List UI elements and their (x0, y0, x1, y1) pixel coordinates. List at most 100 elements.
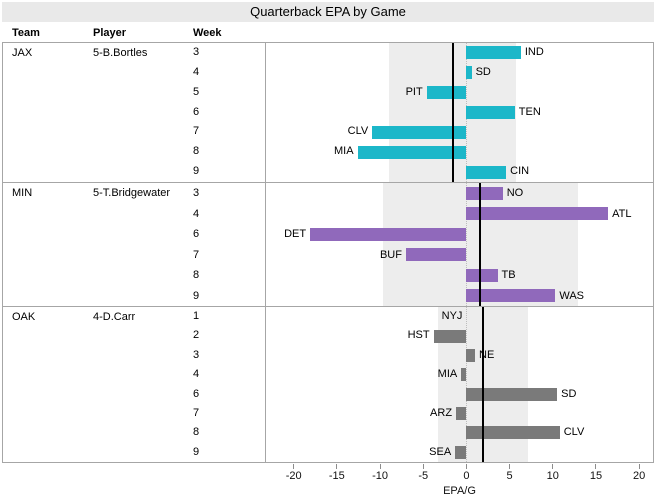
opponent-label: SD (561, 387, 577, 400)
x-axis: -20 -15 -10 -5 0 5 10 15 20 (266, 464, 653, 498)
panel-MIN: MIN 5-T.Bridgewater 3 4 6 7 8 9 NO ATL DET BUF TB WAS (3, 183, 653, 307)
axis-tick (336, 464, 338, 469)
opponent-label: HST (407, 329, 430, 342)
epa-bar (456, 407, 467, 421)
epa-bar (466, 186, 503, 200)
epa-bar (466, 348, 476, 362)
column-header-team: Team (12, 27, 40, 39)
axis-tick-label: 15 (589, 470, 603, 482)
opponent-label: PIT (405, 85, 423, 98)
opponent-label: ARZ (430, 406, 453, 419)
epa-bar (357, 145, 467, 159)
team-label: OAK (12, 311, 36, 323)
epa-bar (455, 445, 467, 459)
chart-title-bar: Quarterback EPA by Game (2, 2, 654, 22)
opponent-label: IND (524, 46, 544, 58)
week-label: 8 (193, 269, 200, 281)
week-label: 8 (193, 426, 200, 439)
week-label: 4 (193, 65, 200, 78)
opponent-label: CLV (347, 125, 369, 138)
week-label: 7 (193, 406, 200, 419)
opponent-label: BUF (379, 248, 402, 261)
axis-tick-label: -10 (372, 470, 388, 482)
column-header-week: Week (193, 27, 222, 39)
week-label: 2 (193, 329, 200, 342)
week-label: 9 (193, 445, 200, 458)
panel-JAX: JAX 5-B.Bortles 3 4 5 6 7 8 9 IND SD PIT TEN CLV MIA CI… (3, 43, 653, 183)
week-label: 9 (193, 289, 200, 302)
week-label: 3 (193, 46, 200, 58)
epa-bar (433, 329, 467, 343)
opponent-label: NO (506, 187, 524, 199)
axis-tick (465, 464, 467, 469)
axis-tick-label: -20 (285, 470, 302, 482)
axis-tick-label: 10 (546, 470, 559, 482)
week-label: 5 (193, 85, 200, 98)
zero-line (466, 307, 468, 462)
week-label: 3 (193, 187, 200, 199)
mean-line (481, 307, 484, 462)
zero-line (466, 183, 468, 306)
mean-line (451, 43, 454, 182)
epa-bar (466, 387, 558, 401)
axis-tick-label: -5 (418, 470, 429, 482)
axis-tick-label: 5 (506, 470, 513, 482)
epa-bar (466, 46, 521, 60)
axis-tick (509, 464, 511, 469)
opponent-label: SD (475, 65, 491, 78)
opponent-label: CIN (510, 165, 530, 178)
opponent-label: MIA (334, 145, 354, 158)
epa-bar (466, 66, 472, 80)
week-label: 1 (193, 310, 200, 322)
epa-bar (466, 106, 515, 119)
week-label: 6 (193, 387, 200, 400)
opponent-label: ATL (612, 207, 632, 220)
opponent-label: SEA (429, 445, 452, 458)
epa-bar (461, 368, 467, 382)
column-header-player: Player (93, 27, 127, 39)
team-label: MIN (12, 187, 33, 199)
axis-tick (379, 464, 381, 469)
axis-tick (595, 464, 597, 469)
plot-MIN: NO ATL DET BUF TB WAS (265, 183, 653, 306)
player-label: 4-D.Carr (93, 311, 136, 323)
opponent-label: NE (479, 348, 495, 361)
mean-line (479, 183, 482, 306)
opponent-label: NYJ (441, 310, 463, 322)
epa-bar (466, 165, 507, 179)
week-label: 9 (193, 165, 200, 178)
plot-OAK: NYJ HST NE MIA SD ARZ CLV SEA (265, 307, 653, 462)
axis-tick (638, 464, 640, 469)
plot-JAX: IND SD PIT TEN CLV MIA CIN (265, 43, 653, 182)
player-label: 5-B.Bortles (93, 47, 148, 59)
axis-tick-label: -15 (328, 470, 345, 482)
opponent-label: DET (284, 228, 307, 240)
epa-bar (426, 86, 467, 100)
axis-tick-label: 0 (463, 470, 470, 482)
week-label: 6 (193, 105, 200, 118)
x-axis-label: EPA/G (443, 485, 476, 497)
axis-tick-label: 20 (633, 470, 646, 482)
week-label: 7 (193, 125, 200, 138)
epa-bar (466, 426, 560, 440)
opponent-label: TEN (518, 105, 541, 118)
week-label: 4 (193, 368, 200, 381)
axis-tick (552, 464, 554, 469)
epa-bar (466, 289, 556, 303)
chart-area: JAX 5-B.Bortles 3 4 5 6 7 8 9 IND SD PIT TEN CLV MIA CI… (2, 42, 654, 463)
team-label: JAX (12, 47, 33, 59)
axis-tick (422, 464, 424, 469)
epa-bar (405, 248, 467, 262)
panel-OAK: OAK 4-D.Carr 1 2 3 4 6 7 8 9 NYJ HST NE MIA SD ARZ CLV SE… (3, 307, 653, 462)
week-label: 4 (193, 207, 200, 220)
chart-title: Quarterback EPA by Game (250, 4, 406, 19)
player-label: 5-T.Bridgewater (93, 187, 171, 199)
opponent-label: TB (501, 269, 516, 281)
epa-bar (466, 268, 498, 282)
week-label: 6 (193, 228, 200, 240)
week-label: 8 (193, 145, 200, 158)
opponent-label: MIA (437, 368, 458, 381)
week-label: 7 (193, 248, 200, 261)
epa-bar (466, 207, 609, 221)
